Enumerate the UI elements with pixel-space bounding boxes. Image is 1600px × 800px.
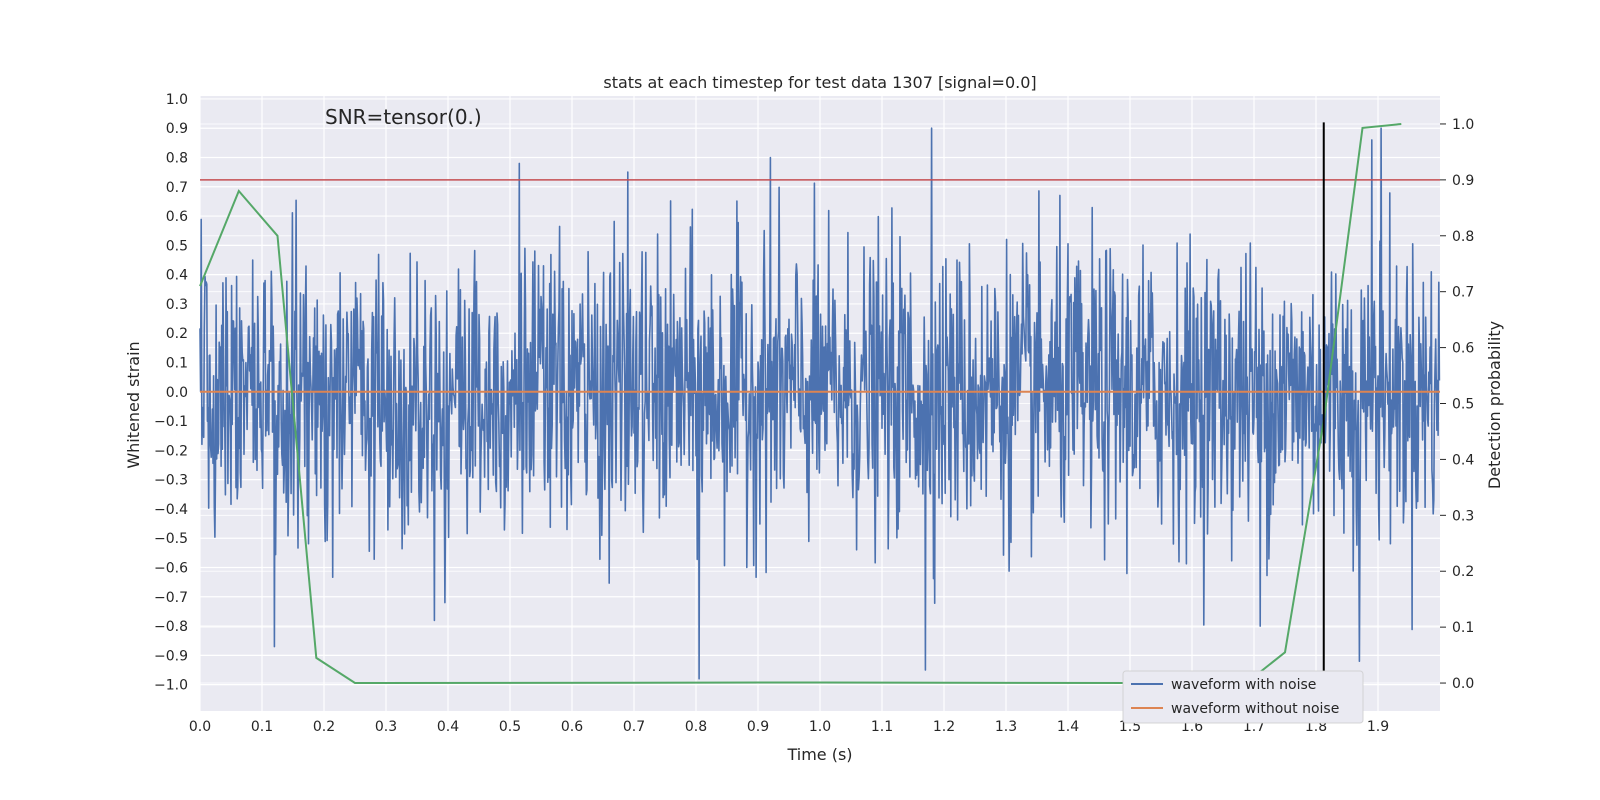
- x-tick-label: 1.9: [1367, 719, 1389, 735]
- x-tick-label: 0.2: [313, 719, 335, 735]
- y2-tick-label: 0.6: [1452, 341, 1474, 357]
- x-tick-label: 1.2: [933, 719, 955, 735]
- y-tick-label: 0.7: [166, 180, 188, 196]
- x-tick-label: 0.1: [251, 719, 273, 735]
- y2-tick-label: 0.4: [1452, 452, 1474, 468]
- x-tick-label: 0.6: [561, 719, 583, 735]
- x-axis-label: Time (s): [786, 745, 852, 764]
- y2-tick-label: 0.1: [1452, 620, 1474, 636]
- legend-box: [1122, 670, 1364, 724]
- y-tick-label: 0.8: [166, 151, 188, 167]
- x-tick-label: 0.4: [437, 719, 459, 735]
- y2-tick-label: 1.0: [1452, 117, 1474, 133]
- y-tick-label: −0.5: [154, 531, 188, 547]
- y2-tick-label: 0.9: [1452, 173, 1474, 189]
- y-tick-label: −0.2: [154, 443, 188, 459]
- y-tick-label: −0.8: [154, 619, 188, 635]
- y2-tick-label: 0.3: [1452, 508, 1474, 524]
- x-tick-label: 0.8: [685, 719, 707, 735]
- x-tick-label: 0.7: [623, 719, 645, 735]
- y2-tick-label: 0.5: [1452, 397, 1474, 413]
- series-detection-probability: [199, 123, 1402, 685]
- y2-tick-label: 0.2: [1452, 564, 1474, 580]
- x-tick-label: 1.3: [995, 719, 1017, 735]
- y-tick-label: 0.9: [166, 121, 188, 137]
- y-tick-labels: 1.0 0.9 0.8 0.7 0.6 0.5 0.4 0.3 0.2 0.1 0.0 −0.1 −0.…: [154, 92, 188, 694]
- y-axis-label: Whitened strain: [124, 341, 143, 468]
- y-tick-label: −0.6: [154, 561, 188, 577]
- x-tick-labels: 0.0 0.1 0.2 0.3 0.4 0.5 0.6 0.7 0.8 0.9 1.0 1.1 1.2 1…: [189, 719, 1389, 735]
- chart-title: stats at each timestep for test data 130…: [603, 73, 1036, 92]
- x-tick-label: 0.9: [747, 719, 769, 735]
- series-layer: [199, 122, 1441, 685]
- y-tick-label: −1.0: [154, 678, 188, 694]
- y-tick-label: 0.3: [166, 297, 188, 313]
- y2-tick-label: 0.8: [1452, 229, 1474, 245]
- legend: waveform with noise waveform without noi…: [1122, 670, 1364, 724]
- y2-tick-label: 0.7: [1452, 285, 1474, 301]
- y-tick-label: 0.2: [166, 326, 188, 342]
- series-waveform-with-noise: [199, 127, 1441, 680]
- y-tick-label: −0.4: [154, 502, 188, 518]
- y-tick-label: 0.6: [166, 209, 188, 225]
- x-tick-label: 1.1: [871, 719, 893, 735]
- x-tick-label: 0.5: [499, 719, 521, 735]
- y-tick-label: 0.1: [166, 356, 188, 372]
- y2-tick-label: 0.0: [1452, 676, 1474, 692]
- x-tick-label: 1.0: [809, 719, 831, 735]
- x-tick-label: 0.3: [375, 719, 397, 735]
- y-tick-label: 0.0: [166, 385, 188, 401]
- y-tick-label: −0.1: [154, 414, 188, 430]
- y2-axis-label: Detection probability: [1485, 321, 1504, 489]
- legend-label-clean: waveform without noise: [1171, 701, 1339, 717]
- y-tick-label: 0.4: [166, 268, 188, 284]
- legend-label-noise: waveform with noise: [1171, 677, 1316, 693]
- y-tick-label: −0.3: [154, 473, 188, 489]
- x-tick-label: 1.4: [1057, 719, 1079, 735]
- y2-tick-labels: 1.0 0.9 0.8 0.7 0.6 0.5 0.4 0.3 0.2 0.1 0.0: [1440, 117, 1474, 692]
- snr-annotation: SNR=tensor(0.): [325, 105, 482, 129]
- y-tick-label: 1.0: [166, 92, 188, 108]
- y-tick-label: 0.5: [166, 238, 188, 254]
- y-tick-label: −0.7: [154, 590, 188, 606]
- y-tick-label: −0.9: [154, 648, 188, 664]
- x-tick-label: 0.0: [189, 719, 211, 735]
